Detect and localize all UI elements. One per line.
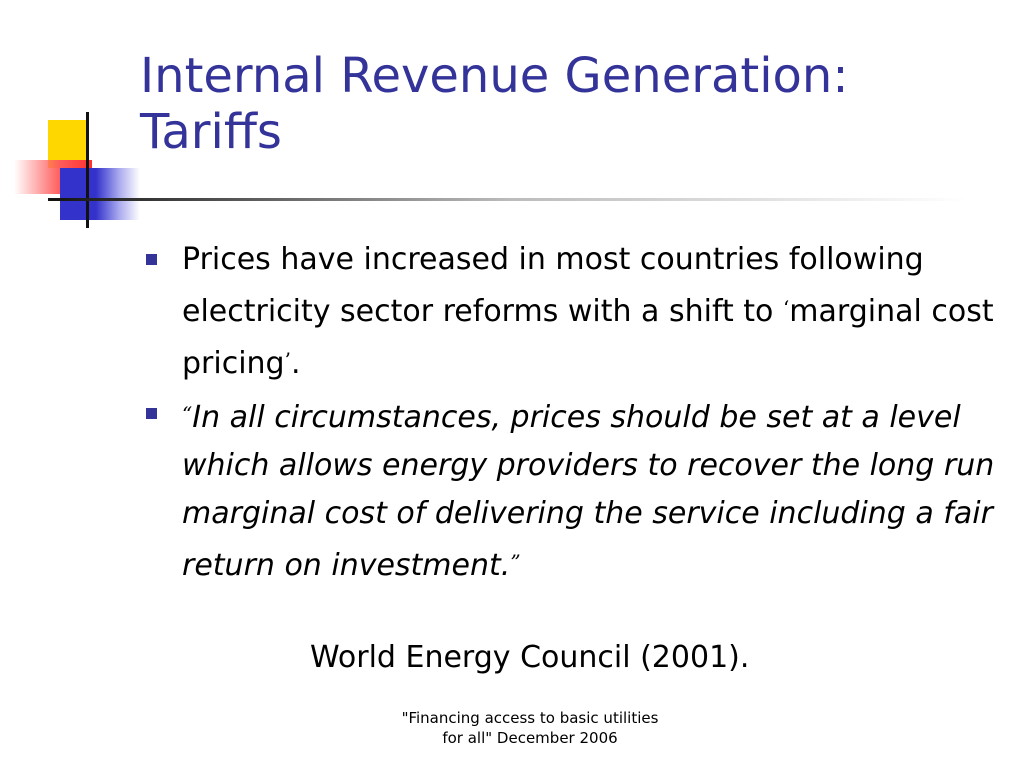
bullet-item-1: Prices have increased in most countries … xyxy=(140,236,1000,388)
vertical-rule xyxy=(86,112,89,228)
footer-line-2: for all" December 2006 xyxy=(442,729,618,747)
bullet-text: Prices have increased in most countries … xyxy=(182,242,994,381)
footer-line-1: "Financing access to basic utilities xyxy=(401,709,659,727)
bullet-item-2: “In all circumstances, prices should be … xyxy=(140,390,1000,590)
open-quote: “ xyxy=(182,402,193,426)
title-underline xyxy=(48,198,968,201)
blue-square xyxy=(60,168,140,220)
bullet-square-icon xyxy=(146,408,157,419)
bullet-text-post: . xyxy=(290,346,301,381)
slide-title: Internal Revenue Generation: Tariffs xyxy=(140,48,1000,160)
slide-title-line-1: Internal Revenue Generation: xyxy=(140,48,849,104)
bullet-quote-body: In all circumstances, prices should be s… xyxy=(182,400,995,583)
bullet-square-icon xyxy=(146,254,157,265)
bullet-quote-text: “In all circumstances, prices should be … xyxy=(182,400,994,583)
close-quote: ’ xyxy=(284,348,291,372)
open-quote: ‘ xyxy=(782,296,790,320)
close-quote: ” xyxy=(510,550,521,574)
slide-title-line-2: Tariffs xyxy=(140,104,282,160)
bullet-list: Prices have increased in most countries … xyxy=(140,236,1000,592)
bullet-text-pre: Prices have increased in most countries … xyxy=(182,242,924,329)
slide-footer: "Financing access to basic utilities for… xyxy=(360,708,700,748)
corner-decoration xyxy=(0,0,160,240)
bullet-text-quoted: marginal cost pricing xyxy=(182,294,994,381)
quote-attribution: World Energy Council (2001). xyxy=(310,640,750,675)
